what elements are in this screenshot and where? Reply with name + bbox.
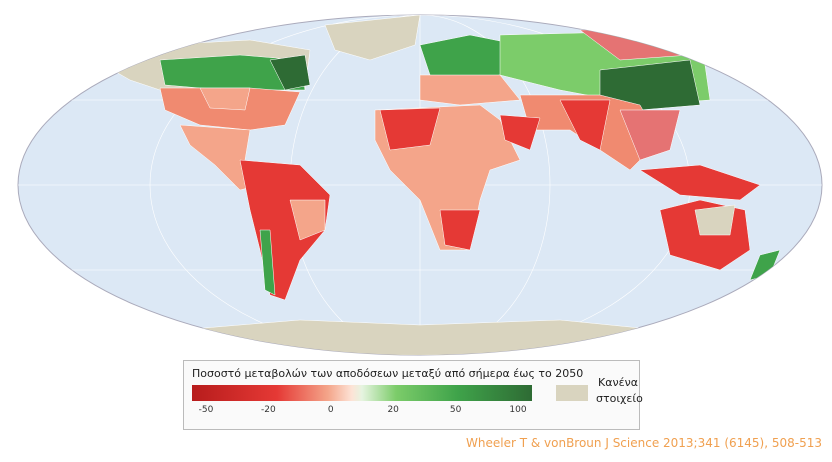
legend-title: Ποσοστό μεταβολών των αποδόσεων μεταξύ α…	[192, 367, 584, 380]
scale-tick-label: 20	[387, 405, 399, 415]
scale-tick-label: -20	[261, 405, 276, 415]
citation: Wheeler T & vonBroun J Science 2013;341 …	[466, 436, 822, 450]
no-data-swatch	[556, 385, 588, 401]
legend: Ποσοστό μεταβολών των αποδόσεων μεταξύ α…	[183, 360, 643, 430]
world-map	[17, 14, 823, 356]
scale-tick-label: -50	[198, 405, 214, 415]
color-scale	[192, 385, 532, 401]
scale-tick-label: 50	[449, 405, 462, 415]
scale-tick-label: 100	[509, 405, 527, 415]
scale-tick-label: 0	[327, 405, 334, 415]
no-data-label: Κανένα στοιχείο	[596, 376, 643, 405]
